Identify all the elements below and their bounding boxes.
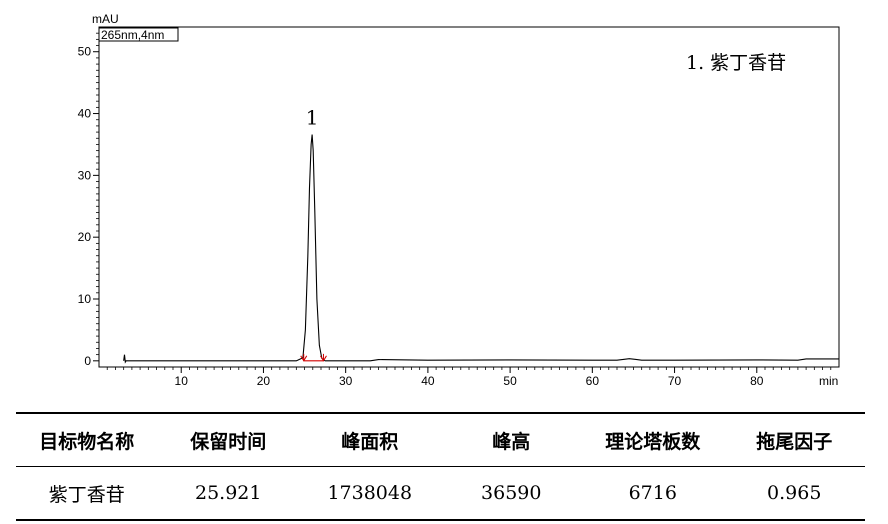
cell-peak-area: 1738048 xyxy=(299,466,441,521)
peak-label: 1 xyxy=(306,106,319,130)
y-axis-unit-label: mAU xyxy=(92,12,119,26)
header-retention-time: 保留时间 xyxy=(157,412,299,467)
axes: 10 20 30 40 50 60 70 80 0 10 20 30 40 50 xyxy=(78,32,832,388)
x-tick-label: 40 xyxy=(421,374,435,388)
y-tick-label: 10 xyxy=(78,292,92,306)
header-target-name: 目标物名称 xyxy=(16,412,158,467)
x-tick-label: 80 xyxy=(750,374,764,388)
peak-start-marker xyxy=(300,353,308,362)
channel-label-box xyxy=(98,27,179,42)
cell-retention-time: 25.921 xyxy=(157,466,299,521)
x-tick-label: 50 xyxy=(503,374,517,388)
cell-target-name: 紫丁香苷 xyxy=(16,466,158,521)
x-tick-label: 10 xyxy=(175,374,189,388)
x-tick-label: 70 xyxy=(668,374,682,388)
header-peak-area: 峰面积 xyxy=(299,412,441,467)
x-tick-label: 60 xyxy=(586,374,600,388)
table-header-row: 目标物名称 保留时间 峰面积 峰高 理论塔板数 拖尾因子 xyxy=(16,412,865,467)
results-table: 目标物名称 保留时间 峰面积 峰高 理论塔板数 拖尾因子 紫丁香苷 25.921… xyxy=(16,412,865,521)
legend-text: 1. 紫丁香苷 xyxy=(686,52,786,74)
y-tick-label: 20 xyxy=(78,230,92,244)
header-tailing-factor: 拖尾因子 xyxy=(723,412,865,467)
plot-area-frame xyxy=(98,26,840,368)
cell-peak-height: 36590 xyxy=(440,466,582,521)
chromatogram-chart: 10 20 30 40 50 60 70 80 0 10 20 30 40 50 1 mAU 265nm,… xyxy=(78,12,840,388)
peak-end-marker xyxy=(320,353,327,362)
y-tick-label: 30 xyxy=(78,168,92,182)
header-plate-count: 理论塔板数 xyxy=(582,412,724,467)
x-tick-label: 20 xyxy=(257,374,271,388)
y-tick-label: 40 xyxy=(78,107,92,121)
channel-label: 265nm,4nm xyxy=(101,28,164,42)
chromatogram-trace xyxy=(123,134,839,364)
cell-plate-count: 6716 xyxy=(582,466,724,521)
x-axis-unit-label: min xyxy=(819,374,838,388)
y-tick-label: 50 xyxy=(78,45,92,59)
table-row: 紫丁香苷 25.921 1738048 36590 6716 0.965 xyxy=(16,466,865,521)
header-peak-height: 峰高 xyxy=(440,412,582,467)
plot-marks: 1 xyxy=(123,106,839,364)
y-tick-label: 0 xyxy=(84,354,91,368)
cell-tailing-factor: 0.965 xyxy=(723,466,865,521)
x-tick-label: 30 xyxy=(339,374,353,388)
